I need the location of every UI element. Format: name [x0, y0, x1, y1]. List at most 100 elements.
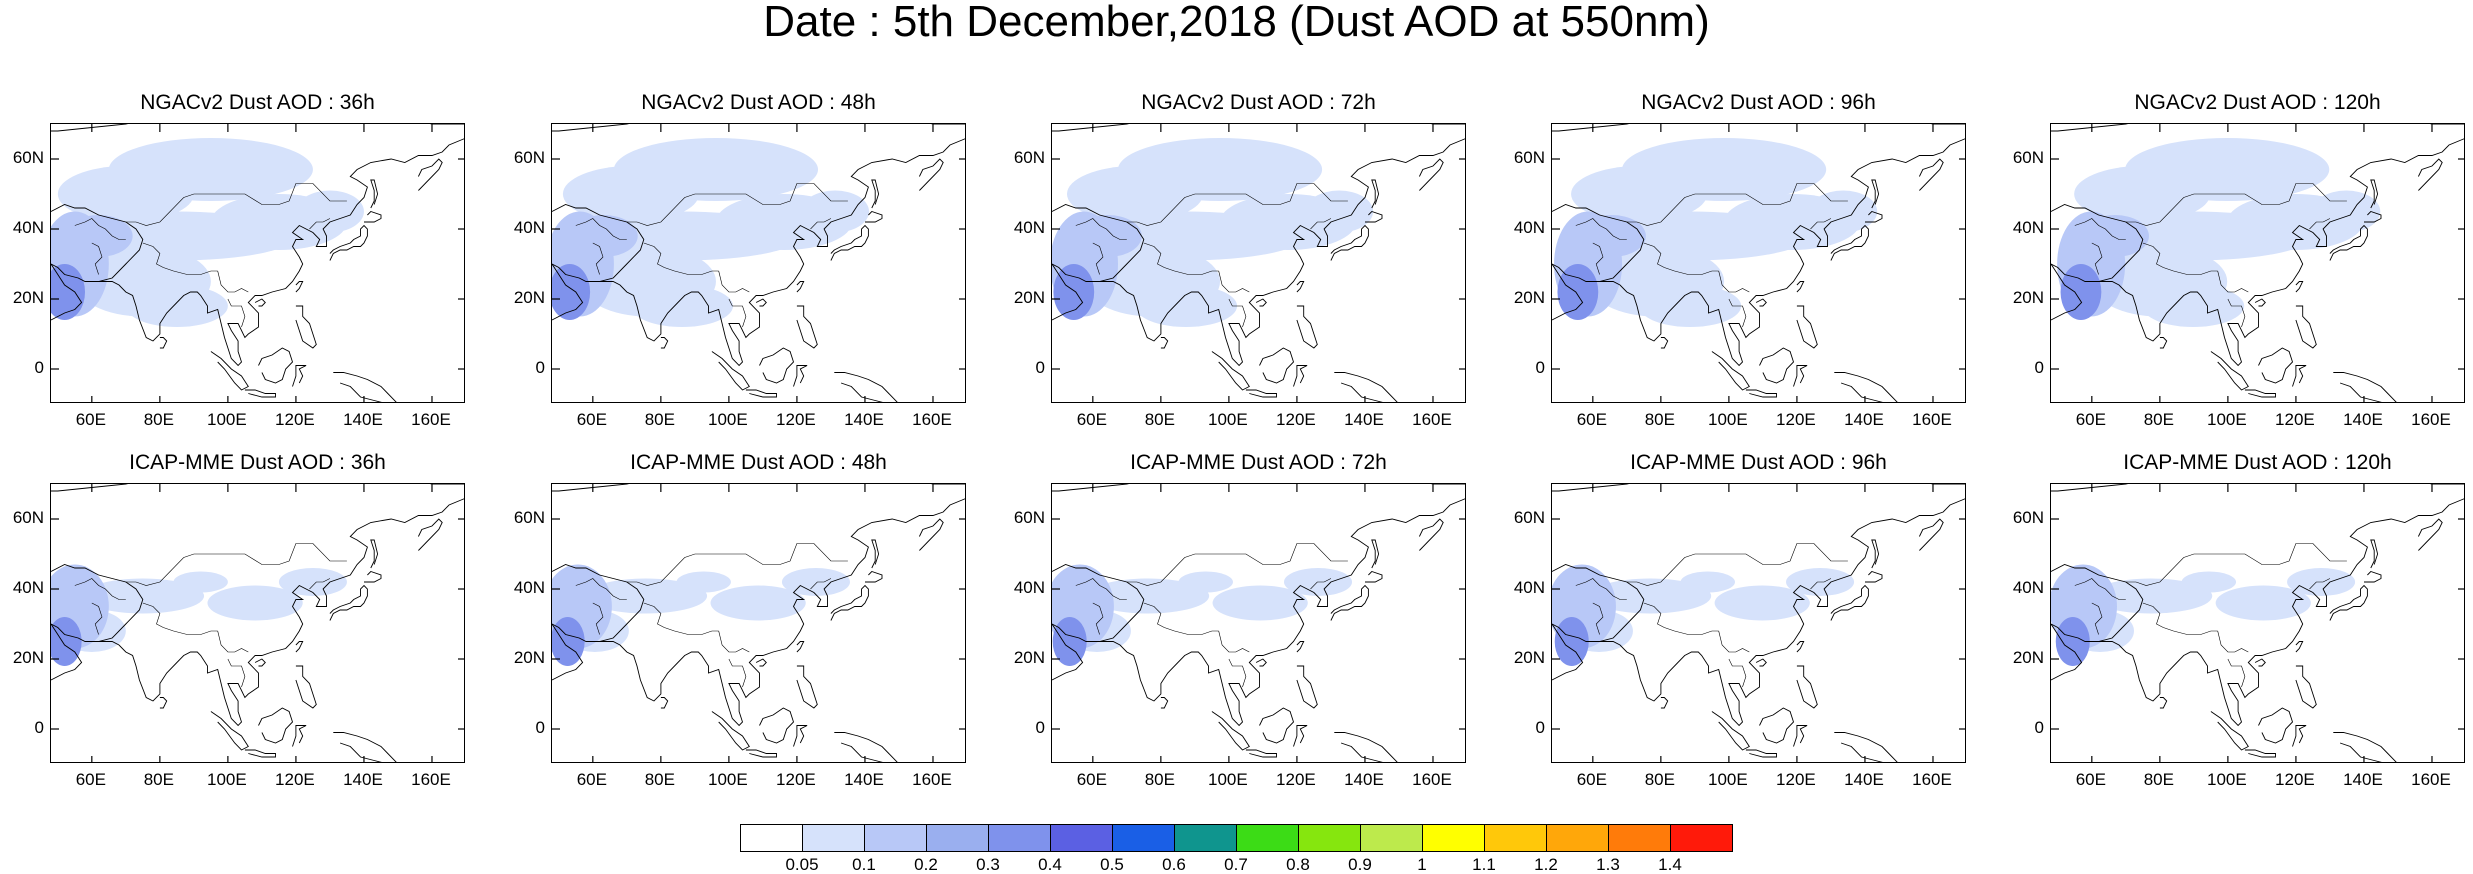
country-border	[728, 658, 747, 688]
coastline	[1371, 179, 1380, 209]
y-tick-label: 60N	[1013, 148, 1045, 167]
x-tick-label: 160E	[411, 410, 451, 429]
dust-aod-region	[1052, 617, 1087, 666]
coastline	[1660, 337, 1669, 349]
x-tick-label: 80E	[644, 410, 675, 429]
coastline	[2417, 158, 2443, 191]
y-tick-label: 40N	[2012, 578, 2044, 597]
country-border	[1626, 543, 1848, 586]
country-border	[1092, 602, 1104, 635]
coastline	[51, 263, 83, 321]
panel-title: NGACv2 Dust AOD : 72h	[1141, 91, 1376, 114]
map-canvas	[51, 484, 464, 762]
colorbar-label: 0.4	[1038, 855, 1062, 874]
coastline	[865, 210, 883, 223]
map-canvas	[1552, 124, 1965, 402]
colorbar-swatch	[1236, 824, 1299, 852]
coastline	[2370, 179, 2379, 209]
y-tick-label: 60N	[1013, 508, 1045, 527]
colorbar-label: 0.05	[785, 855, 819, 874]
coastline	[417, 158, 443, 191]
coastline	[2051, 484, 2464, 492]
coastline	[98, 498, 464, 727]
dust-aod-region	[1680, 571, 1736, 593]
dust-aod-region	[1178, 571, 1233, 593]
coastline	[1293, 725, 1308, 747]
country-border	[592, 602, 604, 635]
y-tick-label: 60N	[513, 148, 545, 167]
x-tick-label: 100E	[1208, 770, 1248, 789]
coastline	[1365, 570, 1383, 583]
colorbar-swatch	[864, 824, 927, 852]
coastline	[2370, 539, 2379, 569]
country-border	[1592, 242, 1604, 275]
country-border	[2217, 630, 2249, 653]
y-tick-label: 40N	[1513, 578, 1545, 597]
x-tick-label: 160E	[1412, 770, 1452, 789]
map-panel	[2050, 123, 2465, 403]
country-border	[643, 242, 719, 275]
dust-aod-region	[676, 571, 731, 593]
dust-aod-region	[2055, 617, 2090, 666]
coastline	[552, 204, 645, 282]
country-border	[592, 242, 604, 275]
country-border	[125, 183, 347, 226]
y-tick-label: 20N	[1013, 288, 1045, 307]
x-tick-label: 60E	[1076, 770, 1107, 789]
x-tick-label: 60E	[1076, 410, 1107, 429]
x-tick-label: 160E	[912, 770, 952, 789]
y-tick-label: 40N	[1013, 218, 1045, 237]
x-tick-label: 100E	[1708, 770, 1748, 789]
country-border	[2309, 578, 2331, 590]
coastline	[1255, 298, 1267, 307]
country-border	[810, 218, 832, 230]
x-tick-label: 120E	[1276, 410, 1316, 429]
colorbar-label: 0.6	[1162, 855, 1186, 874]
y-tick-label: 0	[535, 718, 545, 737]
coastline	[370, 539, 379, 569]
coastline	[1759, 707, 1795, 744]
coastline	[552, 124, 965, 132]
x-tick-label: 160E	[1912, 770, 1952, 789]
map-panel	[2050, 483, 2465, 763]
colorbar-label: 0.5	[1100, 855, 1124, 874]
coastline	[1599, 498, 1965, 727]
coastline	[745, 389, 777, 398]
y-tick-label: 60N	[2012, 508, 2044, 527]
country-border	[227, 658, 246, 688]
x-tick-label: 120E	[2275, 770, 2315, 789]
x-tick-label: 60E	[2075, 410, 2106, 429]
coastline	[51, 124, 464, 132]
map-canvas	[552, 124, 965, 402]
colorbar-swatch	[1670, 824, 1733, 852]
coastline	[660, 697, 669, 709]
dust-aod-region	[2080, 215, 2149, 257]
dust-aod-region	[2215, 585, 2311, 621]
country-border	[1218, 630, 1250, 653]
x-tick-label: 140E	[343, 770, 383, 789]
map-canvas	[1052, 484, 1465, 762]
x-tick-label: 100E	[708, 410, 748, 429]
y-tick-label: 0	[2034, 358, 2044, 377]
dust-aod-region	[1714, 585, 1810, 621]
coastline	[333, 732, 397, 762]
coastline	[159, 337, 168, 349]
dust-aod-region	[1577, 215, 1646, 257]
coastline	[2258, 707, 2294, 744]
dust-aod-region	[57, 166, 194, 222]
coastline	[1871, 179, 1880, 209]
colorbar-swatch	[1174, 824, 1237, 852]
coastline	[1793, 725, 1808, 747]
dust-aod-region	[1073, 215, 1142, 257]
country-border	[2125, 543, 2347, 586]
map-panel	[1051, 123, 1466, 403]
country-border	[2217, 270, 2249, 293]
dust-aod-region	[81, 578, 205, 614]
panel-title: ICAP-MME Dust AOD : 48h	[630, 451, 887, 474]
coastline	[830, 224, 869, 261]
x-tick-label: 100E	[2207, 410, 2247, 429]
coastline	[2364, 570, 2382, 583]
panel-title: NGACv2 Dust AOD : 36h	[140, 91, 375, 114]
y-tick-label: 20N	[1013, 648, 1045, 667]
coastline	[1552, 124, 1965, 132]
